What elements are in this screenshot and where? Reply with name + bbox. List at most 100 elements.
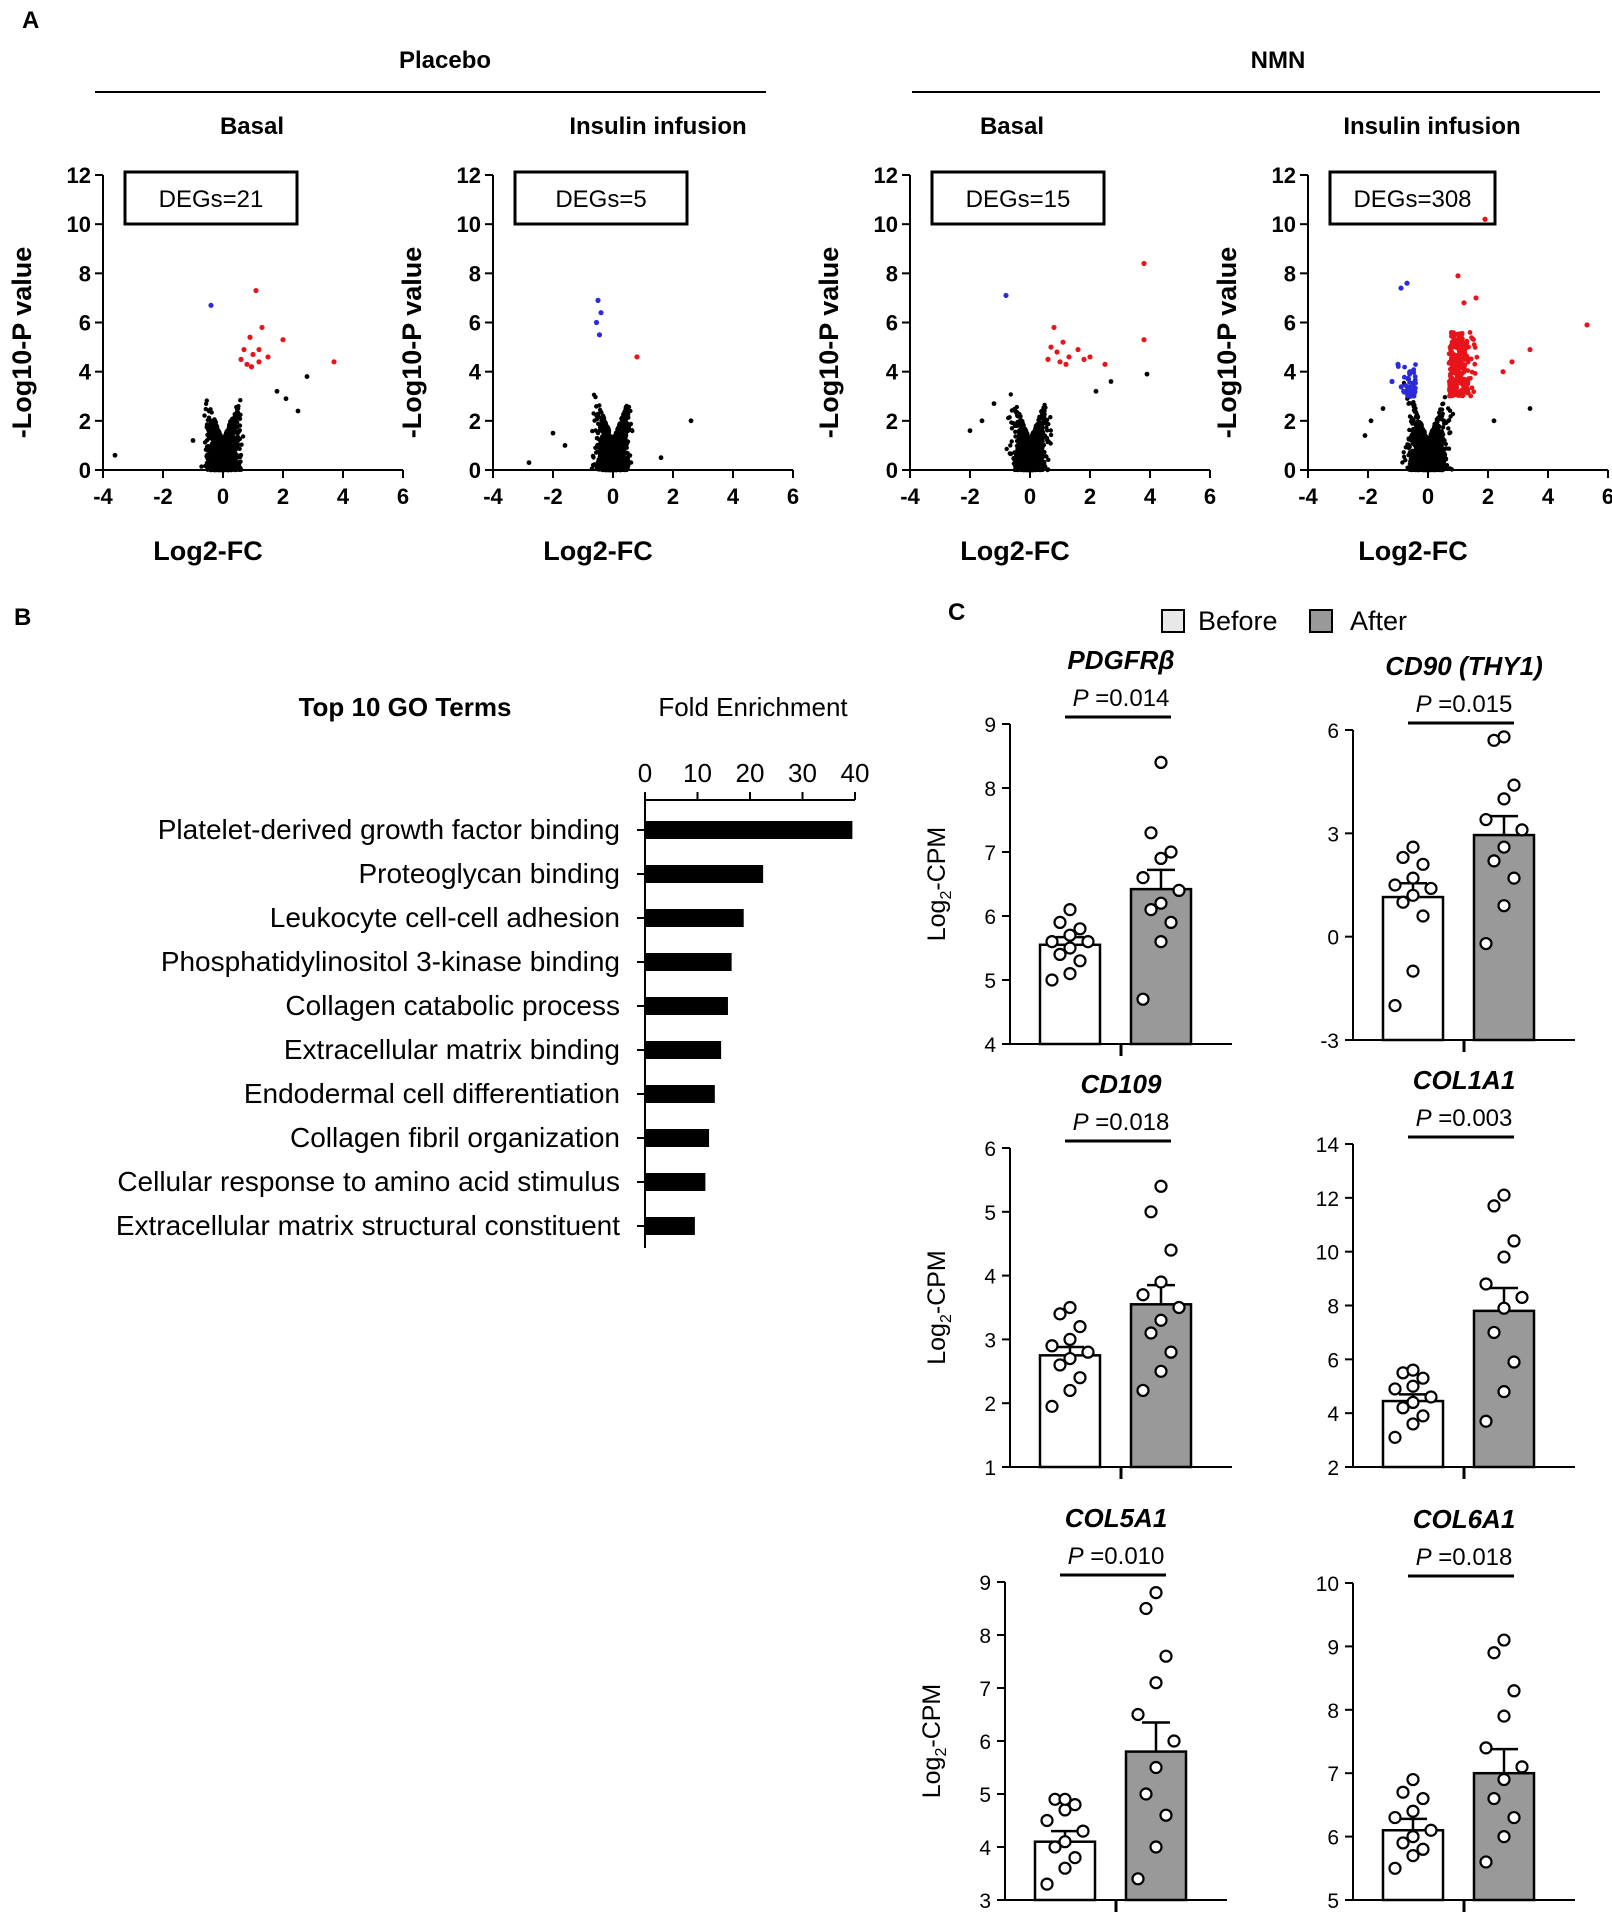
point-ns [237, 467, 242, 472]
point-ns [1032, 459, 1037, 464]
x-axis-label: Log2-FC [543, 536, 652, 566]
point-ns [1019, 467, 1024, 472]
point-ns [616, 426, 621, 431]
point-ns [967, 428, 973, 434]
point-ns [1028, 464, 1033, 469]
point-ns [213, 428, 219, 433]
point-up [259, 324, 265, 331]
y-tick-label: 4 [1284, 360, 1297, 385]
point-up [247, 334, 253, 340]
point-ns [1030, 447, 1035, 452]
point-ns [202, 413, 207, 418]
point-ns [1022, 450, 1028, 455]
x-tick-label: -4 [1298, 484, 1318, 509]
point-up [1141, 260, 1147, 267]
point-ns [1020, 454, 1025, 459]
panel-label-a: A [22, 7, 39, 34]
y-tick-label: 8 [886, 261, 898, 286]
point-ns [1008, 451, 1013, 457]
point-ns [1012, 450, 1017, 455]
x-tick-label: 0 [1422, 484, 1434, 509]
point-ns [1019, 427, 1024, 432]
point-up [634, 354, 640, 360]
point-ns [612, 462, 617, 468]
point-up [1051, 324, 1057, 331]
point-ns [618, 441, 623, 446]
group-label-nmn: NMN [1251, 47, 1306, 74]
point-ns [207, 428, 212, 433]
point-ns [1021, 436, 1026, 441]
y-tick-label: 8 [469, 261, 481, 286]
y-tick-label: 6 [1284, 311, 1296, 336]
point-ns [603, 463, 608, 468]
volcano-title: Basal [980, 113, 1044, 140]
point-ns [1008, 392, 1013, 397]
point-ns [593, 394, 598, 400]
x-tick-label: -4 [900, 484, 920, 509]
volcano-title: Basal [220, 113, 284, 140]
point-ns [233, 423, 238, 429]
point-ns [206, 436, 211, 441]
y-tick-label: 0 [79, 458, 91, 483]
point-ns [617, 456, 622, 461]
point-up [1063, 361, 1069, 367]
point-ns [1048, 428, 1054, 433]
point-ns [1006, 415, 1011, 421]
point-ns [619, 429, 625, 434]
point-up [253, 287, 259, 294]
point-ns [1039, 409, 1044, 414]
point-ns [611, 449, 616, 455]
point-ns [1032, 439, 1038, 444]
point-ns [228, 435, 233, 441]
point-down [598, 310, 604, 316]
point-ns [608, 439, 613, 444]
point-ns [190, 438, 196, 443]
point-ns [218, 444, 223, 449]
x-tick-label: -2 [960, 484, 980, 509]
panel-label-c: C [948, 599, 965, 626]
point-ns [1036, 452, 1041, 457]
point-ns [228, 467, 233, 472]
point-ns [1037, 459, 1043, 464]
point-ns [235, 435, 241, 440]
x-axis-label: Log2-FC [153, 536, 262, 566]
point-ns [236, 429, 241, 434]
y-tick-label: 12 [457, 163, 481, 188]
point-ns [599, 410, 604, 415]
point-ns [1040, 426, 1045, 431]
point-ns [599, 418, 604, 423]
point-ns [229, 459, 234, 464]
point-ns [227, 444, 232, 449]
point-ns [594, 417, 600, 422]
point-ns [238, 412, 243, 417]
point-down [593, 319, 600, 326]
point-up [1087, 354, 1093, 360]
point-ns [623, 406, 628, 411]
point-up [248, 364, 255, 370]
point-ns [1022, 463, 1027, 468]
point-ns [590, 428, 595, 434]
point-up [1081, 356, 1087, 362]
point-ns [219, 440, 225, 445]
point-ns [1028, 455, 1034, 460]
point-ns [1014, 411, 1020, 416]
panel-label-b: B [14, 604, 31, 631]
point-ns [602, 443, 607, 449]
point-ns [625, 439, 630, 445]
point-ns [1442, 395, 1448, 400]
point-up [1066, 354, 1072, 360]
y-tick-label: 2 [886, 409, 898, 434]
x-tick-label: 2 [1084, 484, 1096, 509]
point-ns [233, 462, 239, 467]
point-ns [211, 441, 217, 446]
point-ns [1012, 407, 1018, 412]
point-ns [1011, 421, 1016, 426]
volcano-title: Insulin infusion [1343, 113, 1520, 140]
point-ns [237, 423, 243, 428]
point-ns [991, 401, 997, 407]
point-ns [594, 436, 600, 441]
y-tick-label: 0 [1284, 458, 1296, 483]
y-tick-label: 2 [1284, 409, 1296, 434]
point-ns [591, 463, 597, 468]
